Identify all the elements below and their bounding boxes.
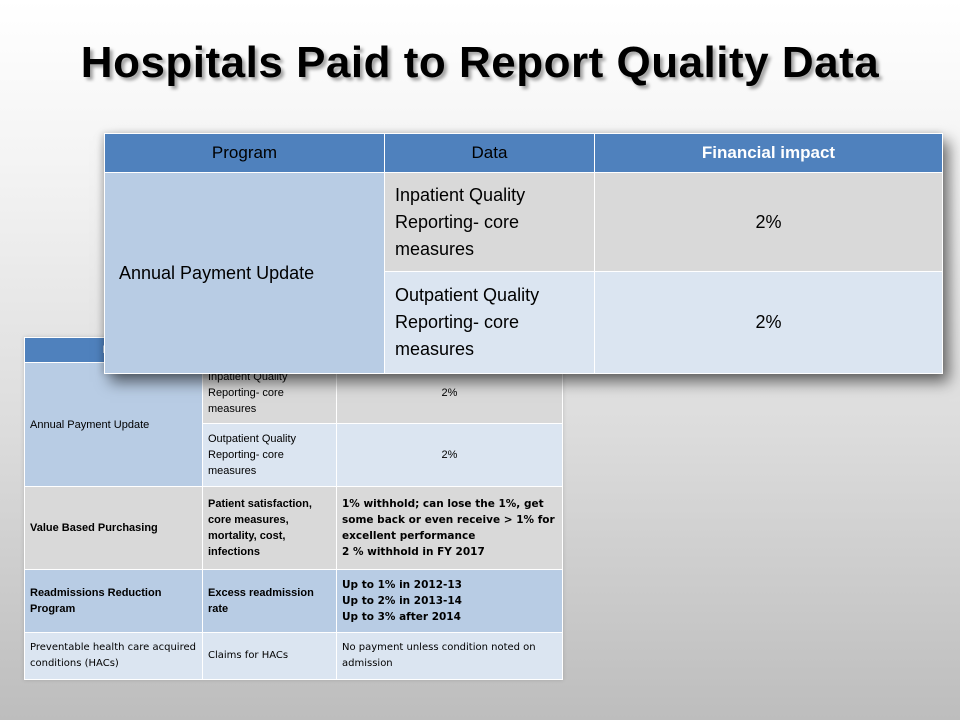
bg-impact-cell: 1% withhold; can lose the 1%, get some b… [336,486,563,570]
header-data: Data [384,133,595,173]
table-row: Readmissions Reduction Program Excess re… [24,569,563,633]
data-cell: Inpatient Quality Reporting- core measur… [384,172,595,272]
bg-impact-line: Up to 2% in 2013-14 [342,595,462,607]
bg-impact-cell: 2% [336,423,563,487]
table-row: Preventable health care acquired conditi… [24,632,563,680]
bg-impact-line: Up to 3% after 2014 [342,611,461,623]
slide-title: Hospitals Paid to Report Quality Data [80,38,880,87]
bg-program-cell: Readmissions Reduction Program [24,569,203,633]
bg-data-cell: Outpatient Quality Reporting- core measu… [202,423,337,487]
foreground-table: Program Data Financial impact Annual Pay… [104,133,943,374]
background-table: Pro Annual Payment Update Inpatient Qual… [24,337,563,680]
bg-program-cell: Preventable health care acquired conditi… [24,632,203,680]
header-financial-impact: Financial impact [594,133,943,173]
table-row: Value Based Purchasing Patient satisfact… [24,486,563,570]
bg-impact-line: Up to 1% in 2012-13 [342,579,462,591]
fg-header-row: Program Data Financial impact [104,133,943,173]
bg-program-cell: Value Based Purchasing [24,486,203,570]
impact-cell: 2% [594,271,943,374]
bg-impact-cell: Up to 1% in 2012-13 Up to 2% in 2013-14 … [336,569,563,633]
bg-program-cell: Annual Payment Update [24,362,203,487]
bg-data-cell: Excess readmission rate [202,569,337,633]
program-cell: Annual Payment Update [104,172,385,374]
header-program: Program [104,133,385,173]
bg-impact-line: No payment unless condition noted on adm… [342,642,536,669]
bg-impact-line: 2 % withhold in FY 2017 [342,546,485,558]
table-row: Outpatient Quality Reporting- core measu… [105,271,943,374]
bg-data-cell: Claims for HACs [202,632,337,680]
bg-impact-cell: No payment unless condition noted on adm… [336,632,563,680]
bg-data-cell: Patient satisfaction, core measures, mor… [202,486,337,570]
impact-cell: 2% [594,172,943,272]
bg-impact-line: 1% withhold; can lose the 1%, get some b… [342,498,555,542]
data-cell: Outpatient Quality Reporting- core measu… [384,271,595,374]
table-row: Annual Payment Update Inpatient Quality … [104,172,943,374]
